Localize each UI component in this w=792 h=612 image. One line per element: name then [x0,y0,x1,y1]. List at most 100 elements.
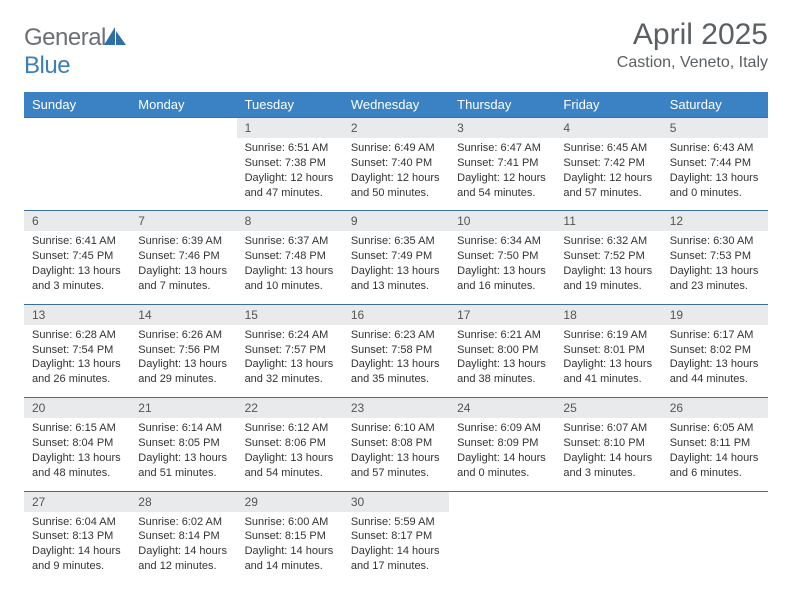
day-content-cell: Sunrise: 5:59 AMSunset: 8:17 PMDaylight:… [343,512,449,584]
day-content-cell: Sunrise: 6:09 AMSunset: 8:09 PMDaylight:… [449,418,555,491]
day-number-cell: 10 [449,211,555,232]
day-content-cell: Sunrise: 6:17 AMSunset: 8:02 PMDaylight:… [662,325,768,398]
daylight-text-1: Daylight: 14 hours [457,451,547,466]
day-content-cell: Sunrise: 6:04 AMSunset: 8:13 PMDaylight:… [24,512,130,584]
daylight-text-2: and 16 minutes. [457,279,547,294]
daylight-text-1: Daylight: 13 hours [563,357,653,372]
daylight-text-2: and 51 minutes. [138,466,228,481]
brand-name-b: Blue [24,52,70,79]
col-friday: Friday [555,92,661,118]
daylight-text-1: Daylight: 14 hours [138,544,228,559]
sunrise-text: Sunrise: 6:21 AM [457,328,547,343]
sunrise-text: Sunrise: 6:15 AM [32,421,122,436]
daylight-text-1: Daylight: 13 hours [32,264,122,279]
sunset-text: Sunset: 7:53 PM [670,249,760,264]
daylight-text-2: and 10 minutes. [245,279,335,294]
sunrise-text: Sunrise: 6:34 AM [457,234,547,249]
day-number-cell: 23 [343,398,449,419]
sunset-text: Sunset: 8:08 PM [351,436,441,451]
daylight-text-2: and 9 minutes. [32,559,122,574]
daylight-text-1: Daylight: 12 hours [563,171,653,186]
day-number-cell: 19 [662,304,768,325]
title-block: April 2025 Castion, Veneto, Italy [617,18,768,72]
sunset-text: Sunset: 7:57 PM [245,343,335,358]
daylight-text-1: Daylight: 14 hours [563,451,653,466]
brand-logo: General Blue [24,18,126,80]
daylight-text-2: and 19 minutes. [563,279,653,294]
sunset-text: Sunset: 7:48 PM [245,249,335,264]
daylight-text-2: and 32 minutes. [245,372,335,387]
day-number-cell: 8 [237,211,343,232]
sunset-text: Sunset: 7:42 PM [563,156,653,171]
day-number-cell: 17 [449,304,555,325]
sunset-text: Sunset: 7:49 PM [351,249,441,264]
daylight-text-1: Daylight: 13 hours [245,264,335,279]
day-number-cell [449,491,555,512]
daylight-text-1: Daylight: 13 hours [457,264,547,279]
day-number-cell [662,491,768,512]
sunset-text: Sunset: 7:56 PM [138,343,228,358]
col-monday: Monday [130,92,236,118]
daylight-text-2: and 29 minutes. [138,372,228,387]
sunrise-text: Sunrise: 6:30 AM [670,234,760,249]
week-daynum-row: 20212223242526 [24,398,768,419]
daylight-text-1: Daylight: 13 hours [351,451,441,466]
sunset-text: Sunset: 8:04 PM [32,436,122,451]
daylight-text-1: Daylight: 12 hours [245,171,335,186]
daylight-text-1: Daylight: 13 hours [138,357,228,372]
week-daynum-row: 6789101112 [24,211,768,232]
day-content-cell: Sunrise: 6:30 AMSunset: 7:53 PMDaylight:… [662,231,768,304]
sunrise-text: Sunrise: 6:10 AM [351,421,441,436]
daylight-text-2: and 6 minutes. [670,466,760,481]
day-number-cell [555,491,661,512]
daylight-text-1: Daylight: 13 hours [670,171,760,186]
sunrise-text: Sunrise: 6:00 AM [245,515,335,530]
col-sunday: Sunday [24,92,130,118]
day-content-cell: Sunrise: 6:49 AMSunset: 7:40 PMDaylight:… [343,138,449,211]
daylight-text-2: and 47 minutes. [245,186,335,201]
daylight-text-1: Daylight: 12 hours [351,171,441,186]
daylight-text-1: Daylight: 14 hours [32,544,122,559]
daylight-text-1: Daylight: 13 hours [670,264,760,279]
sunset-text: Sunset: 8:11 PM [670,436,760,451]
day-content-cell: Sunrise: 6:39 AMSunset: 7:46 PMDaylight:… [130,231,236,304]
day-number-cell: 14 [130,304,236,325]
sunrise-text: Sunrise: 6:19 AM [563,328,653,343]
day-content-cell [130,138,236,211]
daylight-text-2: and 17 minutes. [351,559,441,574]
daylight-text-2: and 14 minutes. [245,559,335,574]
day-content-cell: Sunrise: 6:41 AMSunset: 7:45 PMDaylight:… [24,231,130,304]
week-daynum-row: 27282930 [24,491,768,512]
week-content-row: Sunrise: 6:28 AMSunset: 7:54 PMDaylight:… [24,325,768,398]
sunset-text: Sunset: 7:58 PM [351,343,441,358]
sunrise-text: Sunrise: 6:14 AM [138,421,228,436]
sunset-text: Sunset: 8:06 PM [245,436,335,451]
page-header: General Blue April 2025 Castion, Veneto,… [24,18,768,80]
daylight-text-1: Daylight: 13 hours [32,451,122,466]
sunset-text: Sunset: 7:44 PM [670,156,760,171]
day-number-cell: 26 [662,398,768,419]
day-content-cell: Sunrise: 6:45 AMSunset: 7:42 PMDaylight:… [555,138,661,211]
day-content-cell: Sunrise: 6:51 AMSunset: 7:38 PMDaylight:… [237,138,343,211]
day-number-cell: 3 [449,118,555,139]
week-content-row: Sunrise: 6:15 AMSunset: 8:04 PMDaylight:… [24,418,768,491]
sunset-text: Sunset: 7:41 PM [457,156,547,171]
sunset-text: Sunset: 8:09 PM [457,436,547,451]
day-content-cell: Sunrise: 6:37 AMSunset: 7:48 PMDaylight:… [237,231,343,304]
daylight-text-1: Daylight: 13 hours [670,357,760,372]
sunrise-text: Sunrise: 6:17 AM [670,328,760,343]
daylight-text-1: Daylight: 14 hours [670,451,760,466]
daylight-text-2: and 35 minutes. [351,372,441,387]
daylight-text-1: Daylight: 13 hours [563,264,653,279]
daylight-text-2: and 54 minutes. [457,186,547,201]
sunset-text: Sunset: 8:00 PM [457,343,547,358]
sunset-text: Sunset: 7:46 PM [138,249,228,264]
daylight-text-2: and 48 minutes. [32,466,122,481]
daylight-text-1: Daylight: 13 hours [32,357,122,372]
location-label: Castion, Veneto, Italy [617,54,768,72]
day-number-cell: 13 [24,304,130,325]
week-content-row: Sunrise: 6:51 AMSunset: 7:38 PMDaylight:… [24,138,768,211]
daylight-text-2: and 54 minutes. [245,466,335,481]
daylight-text-1: Daylight: 13 hours [138,451,228,466]
col-saturday: Saturday [662,92,768,118]
